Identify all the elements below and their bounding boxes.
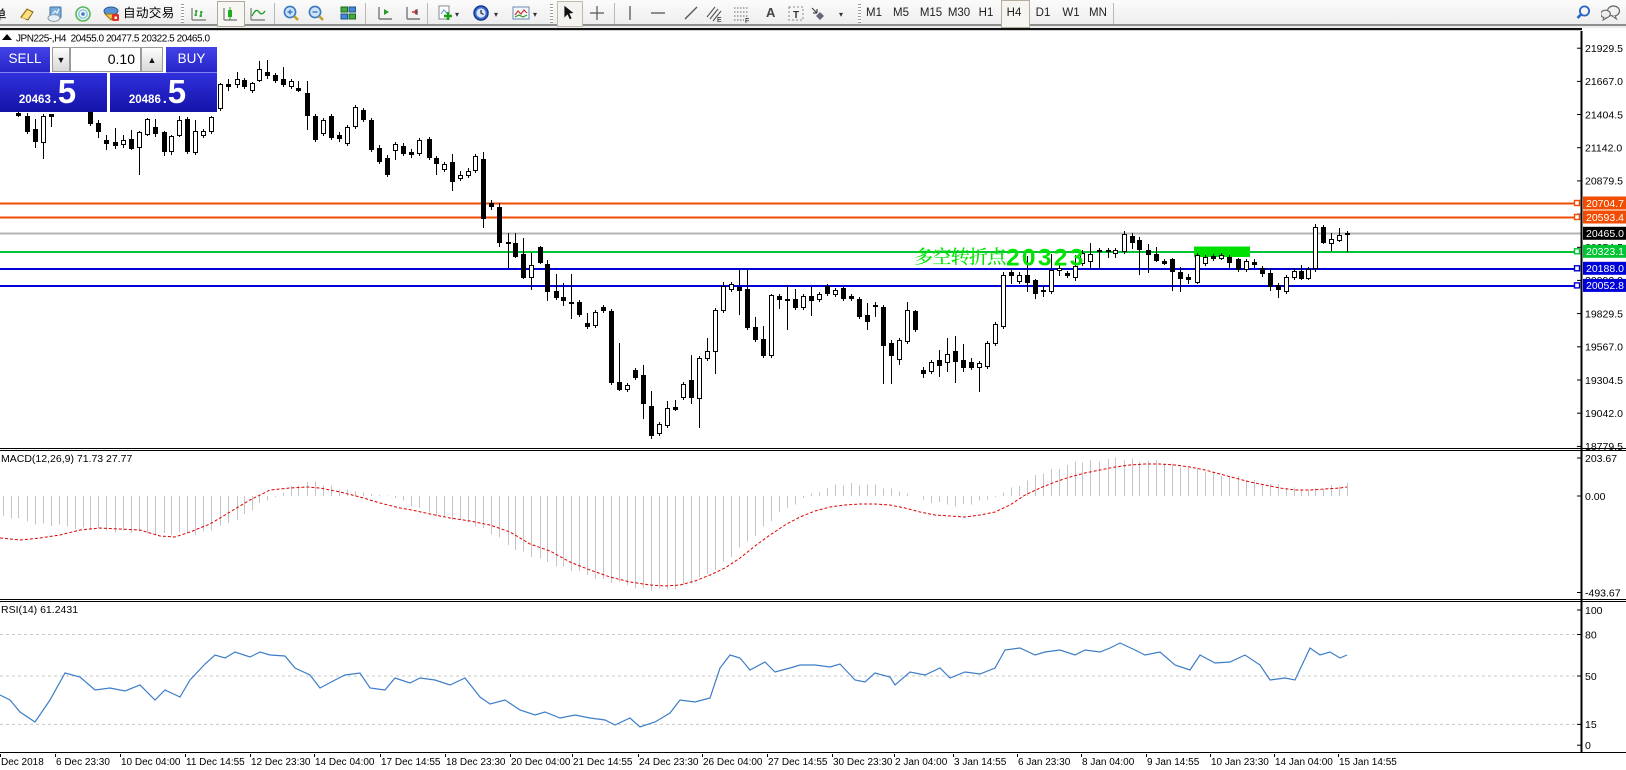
svg-text:E: E (717, 17, 722, 24)
svg-text:50: 50 (1585, 671, 1597, 683)
svg-text:26 Dec 04:00: 26 Dec 04:00 (703, 757, 763, 768)
svg-text:80: 80 (1585, 629, 1597, 641)
svg-text:21404.5: 21404.5 (1585, 109, 1623, 121)
svg-text:JPN225-,H4 20455.0 20477.5 20: JPN225-,H4 20455.0 20477.5 20322.5 20465… (16, 34, 210, 45)
svg-text:10 Jan 23:30: 10 Jan 23:30 (1211, 757, 1269, 768)
svg-text:20052.8: 20052.8 (1586, 280, 1624, 292)
svg-text:RSI(14) 61.2431: RSI(14) 61.2431 (1, 604, 78, 616)
svg-text:15: 15 (1585, 719, 1597, 731)
svg-text:21929.5: 21929.5 (1585, 43, 1623, 55)
svg-text:27 Dec 14:55: 27 Dec 14:55 (768, 757, 828, 768)
svg-text:0: 0 (1585, 740, 1591, 752)
svg-text:20879.5: 20879.5 (1585, 176, 1623, 188)
svg-text:24 Dec 23:30: 24 Dec 23:30 (639, 757, 699, 768)
svg-text:Dec 2018: Dec 2018 (1, 757, 44, 768)
svg-text:11 Dec 14:55: 11 Dec 14:55 (186, 757, 245, 768)
svg-text:203.67: 203.67 (1585, 453, 1617, 465)
svg-text:20323.1: 20323.1 (1586, 246, 1624, 258)
svg-text:2 Jan 04:00: 2 Jan 04:00 (895, 757, 948, 768)
svg-text:21 Dec 14:55: 21 Dec 14:55 (573, 757, 633, 768)
svg-text:17 Dec 14:55: 17 Dec 14:55 (381, 757, 441, 768)
svg-text:20323: 20323 (1006, 245, 1086, 272)
svg-text:20188.0: 20188.0 (1586, 263, 1624, 275)
svg-text:MACD(12,26,9) 71.73 27.77: MACD(12,26,9) 71.73 27.77 (1, 453, 132, 465)
svg-text:14 Dec 04:00: 14 Dec 04:00 (315, 757, 375, 768)
svg-text:9 Jan 14:55: 9 Jan 14:55 (1147, 757, 1200, 768)
svg-text:30 Dec 23:30: 30 Dec 23:30 (833, 757, 893, 768)
svg-text:19829.5: 19829.5 (1585, 308, 1623, 320)
svg-text:0.00: 0.00 (1585, 491, 1606, 503)
svg-text:19042.0: 19042.0 (1585, 408, 1623, 420)
svg-text:18779.5: 18779.5 (1585, 441, 1623, 453)
svg-text:19567.0: 19567.0 (1585, 342, 1623, 354)
svg-text:100: 100 (1585, 605, 1603, 617)
svg-text:8 Jan 04:00: 8 Jan 04:00 (1082, 757, 1135, 768)
svg-text:19304.5: 19304.5 (1585, 375, 1623, 387)
svg-text:20704.7: 20704.7 (1586, 198, 1624, 210)
svg-text:-493.67: -493.67 (1585, 587, 1621, 599)
svg-text:6 Jan 23:30: 6 Jan 23:30 (1018, 757, 1071, 768)
svg-text:6 Dec 23:30: 6 Dec 23:30 (56, 757, 110, 768)
svg-text:21667.0: 21667.0 (1585, 76, 1623, 88)
svg-text:20593.4: 20593.4 (1586, 212, 1624, 224)
svg-text:10 Dec 04:00: 10 Dec 04:00 (121, 757, 181, 768)
svg-text:14 Jan 04:00: 14 Jan 04:00 (1275, 757, 1333, 768)
svg-text:15 Jan 14:55: 15 Jan 14:55 (1339, 757, 1397, 768)
svg-text:21142.0: 21142.0 (1585, 143, 1622, 155)
svg-text:T: T (793, 10, 799, 21)
svg-text:20 Dec 04:00: 20 Dec 04:00 (511, 757, 571, 768)
svg-text:3 Jan 14:55: 3 Jan 14:55 (954, 757, 1007, 768)
svg-text:18 Dec 23:30: 18 Dec 23:30 (446, 757, 506, 768)
svg-text:F: F (745, 18, 749, 24)
svg-text:12 Dec 23:30: 12 Dec 23:30 (251, 757, 311, 768)
svg-text:20465.0: 20465.0 (1586, 228, 1624, 240)
